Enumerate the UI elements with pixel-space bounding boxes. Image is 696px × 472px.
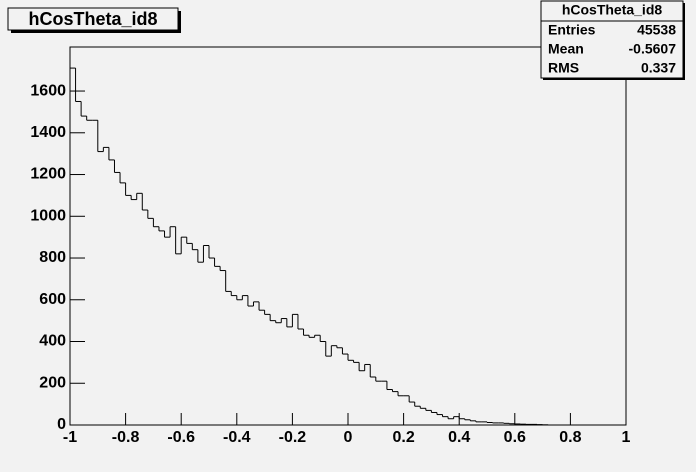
stats-value: -0.5607 — [629, 41, 677, 57]
y-tick-label: 200 — [39, 374, 66, 391]
x-tick-label: 1 — [622, 429, 631, 446]
stats-frame — [540, 0, 684, 79]
x-tick-label: -0.6 — [167, 429, 195, 446]
x-tick-label: 0.2 — [392, 429, 414, 446]
plot-area: 0 200 400 600 800 1000 1200 1400 1600 -1 -0.8 -0.6 -… — [30, 67, 631, 446]
y-tick-label: 1400 — [30, 124, 66, 141]
x-tick-label: -0.4 — [223, 429, 251, 446]
stats-label: RMS — [548, 60, 579, 76]
stats-label: Entries — [548, 22, 596, 38]
x-tick-label: -0.8 — [112, 429, 140, 446]
y-tick-label: 1200 — [30, 166, 66, 183]
x-tick-label: -0.2 — [279, 429, 307, 446]
stats-value: 45538 — [637, 22, 676, 38]
stats-label: Mean — [548, 41, 584, 57]
x-tick-label: -1 — [63, 429, 77, 446]
plot-frame — [69, 46, 627, 426]
y-tick-label: 400 — [39, 333, 66, 350]
x-tick-label: 0.6 — [504, 429, 526, 446]
y-tick-label: 1600 — [30, 82, 66, 99]
stats-title: hCosTheta_id8 — [562, 2, 663, 18]
y-tick-label: 0 — [57, 416, 66, 433]
y-tick-label: 800 — [39, 249, 66, 266]
x-tick-label: 0 — [344, 429, 353, 446]
chart-title: hCosTheta_id8 — [28, 9, 157, 29]
stats-box: hCosTheta_id8 Entries 45538 Mean -0.5607… — [540, 0, 685, 80]
stats-value: 0.337 — [641, 60, 676, 76]
x-tick-label: 0.8 — [559, 429, 581, 446]
y-tick-label: 600 — [39, 291, 66, 308]
y-tick-label: 1000 — [30, 207, 66, 224]
title-box — [7, 7, 179, 31]
x-tick-label: 0.4 — [448, 429, 470, 446]
